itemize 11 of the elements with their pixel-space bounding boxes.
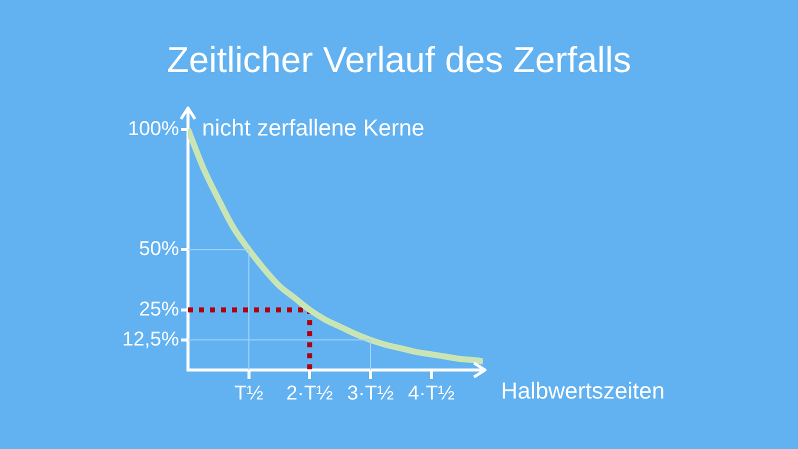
x-tick-label: 2·T½ (286, 382, 334, 405)
chart-title: Zeitlicher Verlauf des Zerfalls (166, 38, 632, 80)
y-tick-label: 50% (138, 238, 180, 260)
y-axis-title: nicht zerfallene Kerne (202, 114, 424, 141)
x-axis-title: Halbwertszeiten (501, 377, 665, 404)
y-tick-label: 100% (128, 118, 180, 140)
y-tick-label: 12,5% (122, 328, 180, 350)
x-tick-label: 4·T½ (408, 382, 455, 405)
x-tick-label: T½ (234, 382, 264, 405)
x-tick-label: 3·T½ (347, 382, 394, 405)
y-tick-label: 25% (138, 298, 180, 320)
